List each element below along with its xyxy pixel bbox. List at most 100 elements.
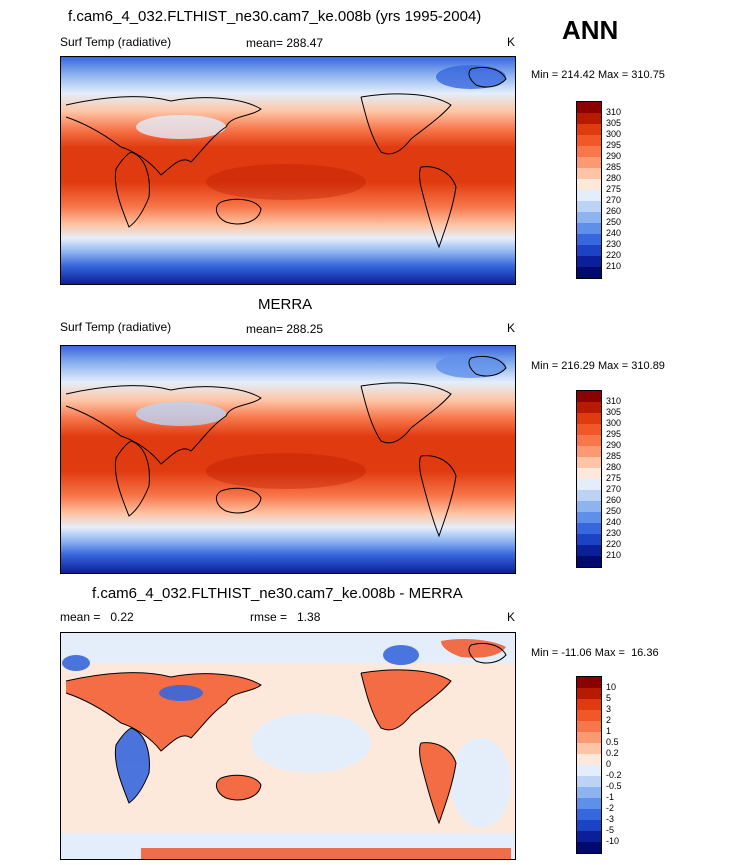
colorbar-tick-label: 290 (606, 151, 622, 161)
colorbar-swatch (577, 699, 601, 710)
panel1-minmax: Min = 214.42 Max = 310.75 (531, 69, 665, 81)
colorbar-tick-label: -3 (606, 814, 615, 824)
colorbar-tick-label: 300 (606, 418, 622, 428)
colorbar-swatch (577, 413, 601, 424)
colorbar-tick-label: 310 (606, 107, 622, 117)
colorbar-tick-label: 305 (606, 407, 622, 417)
colorbar-tick-label: 275 (606, 184, 622, 194)
colorbar-tick-label: 230 (606, 239, 622, 249)
colorbar-tick-label: 280 (606, 462, 622, 472)
colorbar-swatch (577, 223, 601, 234)
colorbar-swatch (577, 798, 601, 809)
colorbar-swatch (577, 512, 601, 523)
colorbar-swatch (577, 809, 601, 820)
panel1-colorbar: 310 305 300 295 290 285 280 275 270 260 … (576, 101, 621, 279)
panel3-colorbar: 10 5 3 2 1 0.5 0.2 0 -0.2 -0.5 -1 -2 -3 … (576, 676, 622, 854)
colorbar-tick-label: 250 (606, 217, 622, 227)
colorbar-swatch (577, 446, 601, 457)
colorbar-swatch (577, 523, 601, 534)
colorbar-tick-label: -0.5 (606, 781, 622, 791)
panel3-map (60, 632, 516, 860)
colorbar-tick-label: 260 (606, 206, 622, 216)
colorbar-tick-label: -0.2 (606, 770, 622, 780)
colorbar-tick-label: -5 (606, 825, 615, 835)
colorbar-tick-label: 240 (606, 517, 622, 527)
colorbar-swatch (577, 424, 601, 435)
colorbar-swatch (577, 168, 601, 179)
season-label: ANN (562, 15, 619, 45)
panel1-map (60, 56, 516, 285)
colorbar-swatch (577, 776, 601, 787)
colorbar-swatch (577, 157, 601, 168)
colorbar-tick-label: 270 (606, 195, 622, 205)
colorbar-tick-label: 210 (606, 261, 622, 271)
colorbar-swatch (577, 245, 601, 256)
colorbar-swatch (577, 787, 601, 798)
colorbar-swatch (577, 765, 601, 776)
panel3-mean-label: mean = 0.22 (60, 610, 134, 624)
colorbar-swatch (577, 179, 601, 190)
colorbar-tick-label: -2 (606, 803, 615, 813)
colorbar-tick-label: 270 (606, 484, 622, 494)
colorbar-swatch (577, 201, 601, 212)
panel2-minmax: Min = 216.29 Max = 310.89 (531, 360, 665, 372)
colorbar-swatch (577, 556, 601, 567)
colorbar-swatch (577, 267, 601, 278)
colorbar-swatch (577, 479, 601, 490)
panel3-rmse-label: rmse = 1.38 (250, 610, 321, 624)
colorbar-tick-label: 300 (606, 129, 622, 139)
panel2-units-label: K (507, 321, 516, 335)
colorbar-swatch (577, 190, 601, 201)
colorbar-tick-label: 5 (606, 693, 612, 703)
colorbar-swatch (577, 212, 601, 223)
colorbar-tick-label: 0 (606, 759, 612, 769)
colorbar-swatch (577, 146, 601, 157)
colorbar-tick-label: 0.2 (606, 748, 619, 758)
colorbar-swatch (577, 820, 601, 831)
panel1-units-label: K (507, 35, 516, 49)
colorbar-swatch (577, 256, 601, 267)
colorbar-tick-label: 210 (606, 550, 622, 560)
colorbar-swatch (577, 721, 601, 732)
colorbar-tick-label: 1 (606, 726, 612, 736)
panel1-colorbar-swatches (576, 101, 602, 279)
colorbar-swatch (577, 234, 601, 245)
colorbar-swatch (577, 732, 601, 743)
panel1-title: f.cam6_4_032.FLTHIST_ne30.cam7_ke.008b (… (68, 8, 482, 25)
colorbar-tick-label: 285 (606, 162, 622, 172)
colorbar-swatch (577, 124, 601, 135)
colorbar-swatch (577, 710, 601, 721)
colorbar-swatch (577, 402, 601, 413)
colorbar-tick-label: 285 (606, 451, 622, 461)
panel2-colorbar: 310 305 300 295 290 285 280 275 270 260 … (576, 390, 621, 568)
colorbar-swatch (577, 457, 601, 468)
colorbar-tick-label: 2 (606, 715, 612, 725)
colorbar-swatch (577, 435, 601, 446)
colorbar-swatch (577, 545, 601, 556)
colorbar-swatch (577, 391, 601, 402)
colorbar-swatch (577, 468, 601, 479)
colorbar-swatch (577, 135, 601, 146)
panel3-colorbar-swatches (576, 676, 602, 854)
panel1-variable-label: Surf Temp (radiative) (60, 35, 172, 49)
colorbar-tick-label: 305 (606, 118, 622, 128)
colorbar-tick-label: 0.5 (606, 737, 619, 747)
colorbar-tick-label: 3 (606, 704, 612, 714)
colorbar-tick-label: 295 (606, 140, 622, 150)
panel2-variable-label: Surf Temp (radiative) (60, 320, 172, 334)
colorbar-swatch (577, 534, 601, 545)
colorbar-tick-label: 230 (606, 528, 622, 538)
colorbar-tick-label: 220 (606, 250, 622, 260)
colorbar-tick-label: 290 (606, 440, 622, 450)
colorbar-tick-label: 250 (606, 506, 622, 516)
panel2-colorbar-swatches (576, 390, 602, 568)
colorbar-tick-label: 10 (606, 682, 617, 692)
colorbar-tick-label: 280 (606, 173, 622, 183)
panel3-title: f.cam6_4_032.FLTHIST_ne30.cam7_ke.008b -… (92, 585, 463, 602)
colorbar-swatch (577, 102, 601, 113)
panel3-units-label: K (507, 610, 516, 624)
panel2-mean-label: mean= 288.25 (246, 322, 324, 336)
panel1-mean-label: mean= 288.47 (246, 36, 324, 50)
colorbar-tick-label: 310 (606, 396, 622, 406)
colorbar-tick-label: 240 (606, 228, 622, 238)
